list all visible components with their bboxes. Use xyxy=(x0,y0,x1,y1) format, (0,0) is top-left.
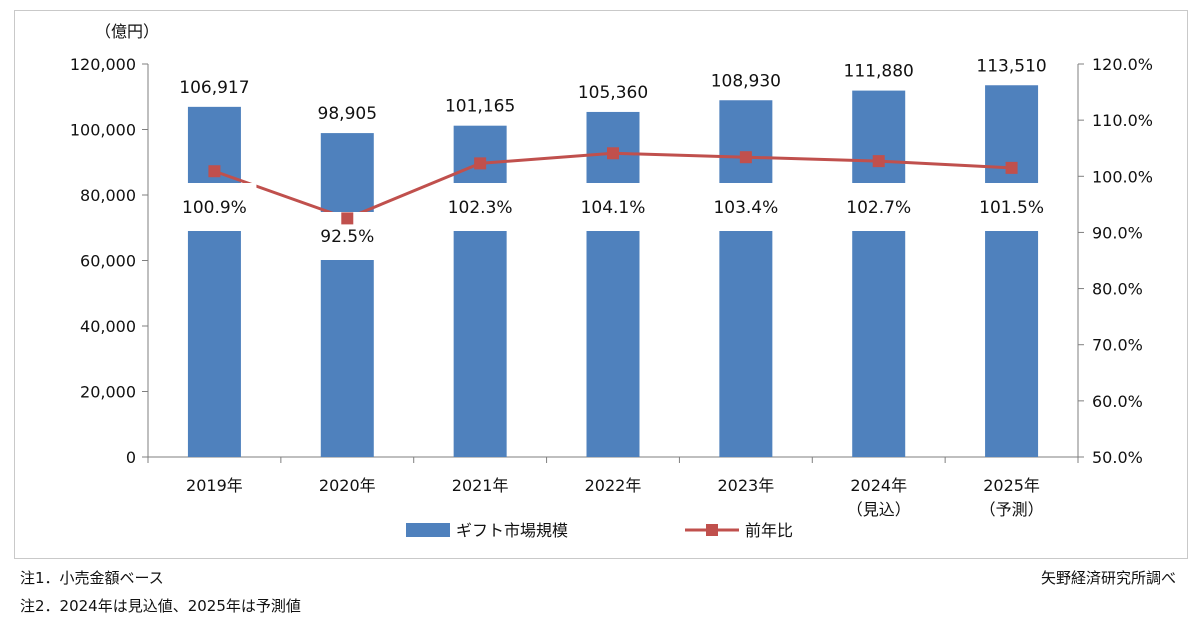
note-2: 注2．2024年は見込値、2025年は予測値 xyxy=(20,597,301,615)
pct-label-box xyxy=(571,183,655,231)
y-left-tick-label: 80,000 xyxy=(80,186,136,205)
y-left-tick-label: 60,000 xyxy=(80,252,136,271)
bar-2020年 xyxy=(320,133,374,457)
pct-label-box xyxy=(836,183,921,231)
y-left-unit-label: （億円） xyxy=(95,22,159,41)
x-tick-label: 2021年 xyxy=(452,476,509,495)
x-tick-sublabel: （予測） xyxy=(980,500,1044,519)
x-tick-sublabel: （見込） xyxy=(847,500,911,519)
y-left-tick-label: 40,000 xyxy=(80,317,136,336)
source-credit: 矢野経済研究所調べ xyxy=(1040,569,1176,587)
y-right-tick-label: 80.0% xyxy=(1092,280,1143,299)
bar-data-label: 106,917 xyxy=(179,78,249,98)
marker-2024年 xyxy=(872,155,885,168)
bar-2024年 xyxy=(852,90,906,457)
bar-data-label: 113,510 xyxy=(976,56,1046,76)
chart-frame: 0 20,000 40,000 60,000 80,000 100,000 120,000 （… xyxy=(14,10,1188,559)
legend-swatch-marker xyxy=(706,524,718,536)
pct-data-label: 100.9% xyxy=(182,198,247,218)
bar-2019年 xyxy=(187,106,241,457)
bar-data-label: 101,165 xyxy=(445,97,515,117)
pct-data-label: 103.4% xyxy=(713,198,778,218)
chart-svg: 0 20,000 40,000 60,000 80,000 100,000 120,000 （… xyxy=(70,22,1153,540)
x-tick-label: 2025年 xyxy=(983,476,1040,495)
pct-label-box xyxy=(703,183,788,231)
bar-2021年 xyxy=(453,125,507,457)
bar-2025年 xyxy=(985,85,1039,457)
y-right-tick-label: 60.0% xyxy=(1092,392,1143,411)
x-tick-label: 2023年 xyxy=(717,476,774,495)
bar-2022年 xyxy=(586,111,640,458)
bar-data-label: 105,360 xyxy=(578,83,648,103)
pct-data-label: 104.1% xyxy=(581,198,646,218)
pct-data-label: 102.7% xyxy=(846,198,911,218)
legend-label-bars: ギフト市場規模 xyxy=(456,521,568,540)
x-tick-label: 2022年 xyxy=(585,476,642,495)
x-tick-label: 2024年 xyxy=(850,476,907,495)
note-1: 注1．小売金額ベース xyxy=(20,569,164,587)
pct-label-box xyxy=(438,183,523,231)
y-right-tick-label: 90.0% xyxy=(1092,223,1143,242)
legend-label-line: 前年比 xyxy=(745,521,793,540)
y-left-tick-label: 20,000 xyxy=(80,383,136,402)
y-right-tick-label: 100.0% xyxy=(1092,167,1153,186)
marker-2023年 xyxy=(739,151,752,164)
y-left-tick-label: 100,000 xyxy=(70,121,136,140)
y-right-tick-label: 120.0% xyxy=(1092,55,1153,74)
bar-data-label: 98,905 xyxy=(318,104,377,124)
y-right-tick-label: 110.0% xyxy=(1092,111,1153,130)
pct-data-label: 101.5% xyxy=(979,198,1044,218)
y-right-tick-label: 70.0% xyxy=(1092,336,1143,355)
marker-2021年 xyxy=(474,157,487,170)
marker-2025年 xyxy=(1005,161,1018,174)
bar-data-label: 108,930 xyxy=(711,71,781,91)
y-left-tick-label: 120,000 xyxy=(70,55,136,74)
pct-label-box xyxy=(969,183,1054,231)
marker-2020年 xyxy=(341,212,354,225)
pct-data-label: 92.5% xyxy=(320,227,374,247)
marker-2019年 xyxy=(208,165,221,178)
x-tick-label: 2019年 xyxy=(186,476,243,495)
x-tick-label: 2020年 xyxy=(319,476,376,495)
y-right-tick-label: 50.0% xyxy=(1092,448,1143,467)
bar-data-label: 111,880 xyxy=(844,62,914,82)
marker-2022年 xyxy=(607,147,619,160)
y-left-tick-label: 0 xyxy=(126,448,136,467)
legend-swatch-bars xyxy=(406,523,450,537)
pct-data-label: 102.3% xyxy=(448,198,513,218)
pct-label-box xyxy=(172,183,257,231)
